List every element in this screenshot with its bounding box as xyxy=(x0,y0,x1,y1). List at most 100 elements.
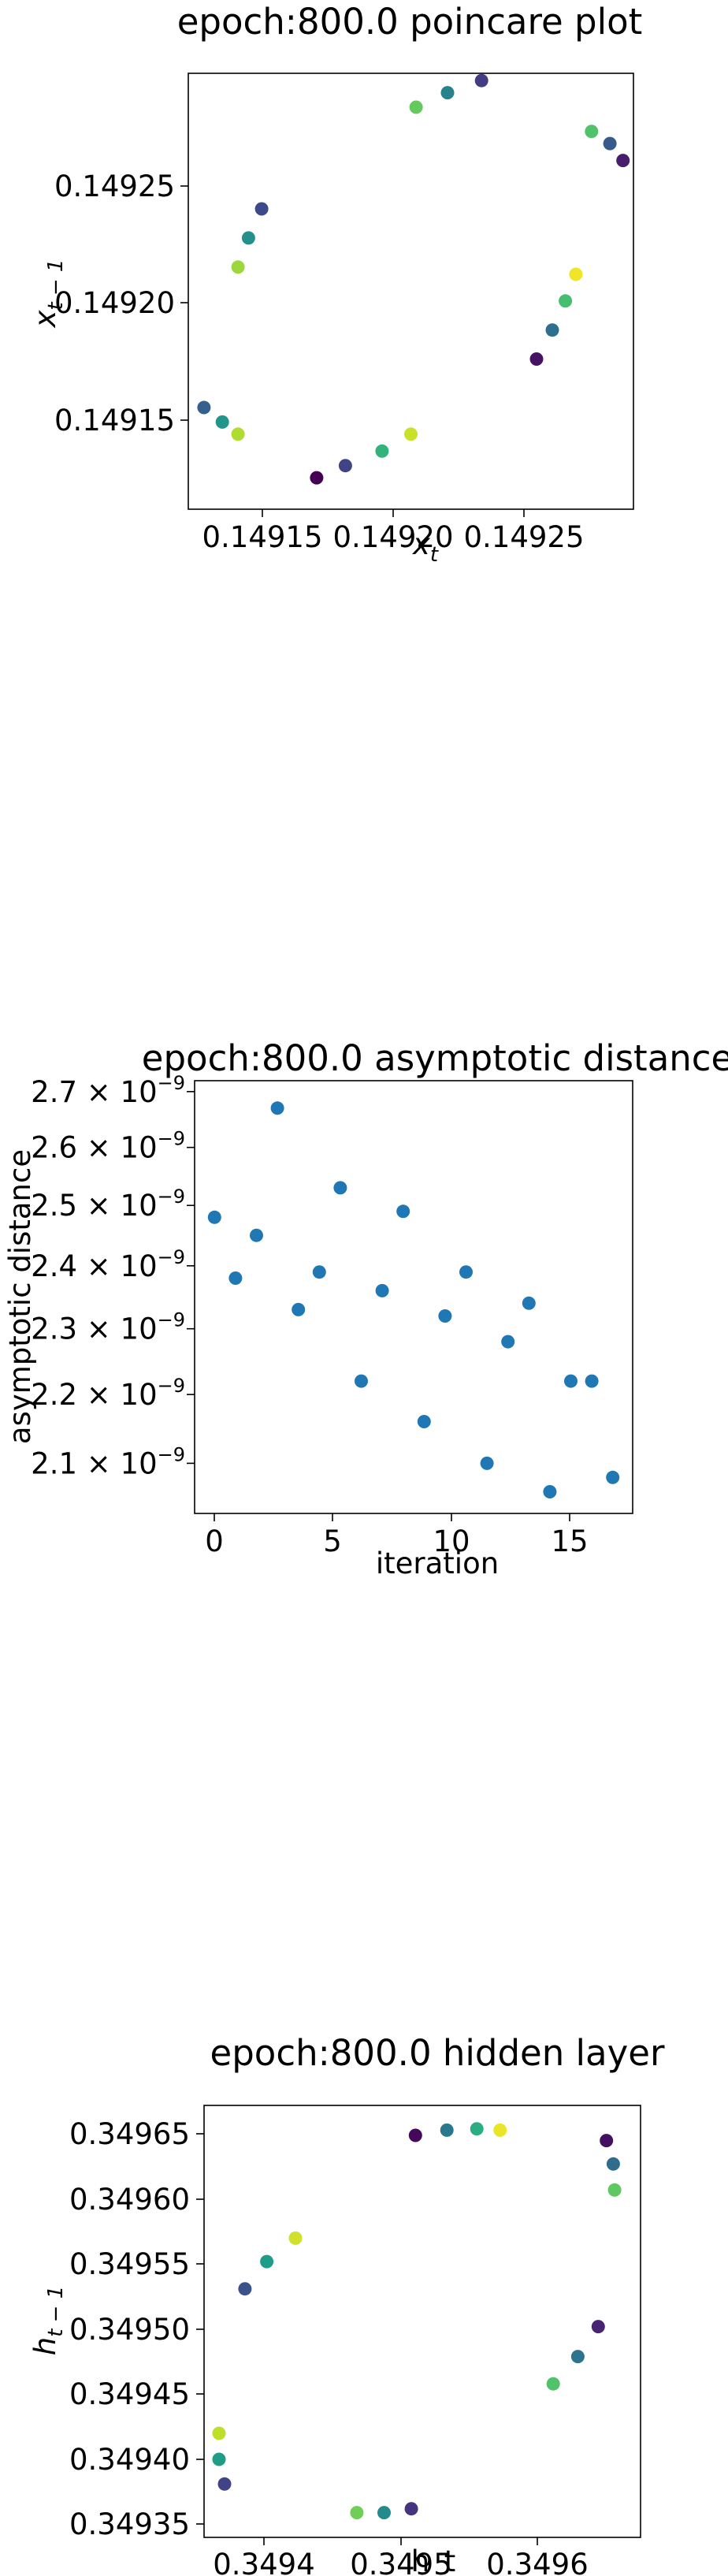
scatter-point xyxy=(474,73,488,87)
scatter-point xyxy=(228,1271,243,1285)
scatter-point xyxy=(440,2123,454,2137)
scatter-point xyxy=(606,2157,620,2171)
poincare-plot-points xyxy=(197,73,630,485)
scatter-point xyxy=(408,2128,422,2142)
scatter-point xyxy=(375,1283,389,1297)
asymptotic-distance-axes-frame xyxy=(194,1080,633,1514)
scatter-point xyxy=(409,100,423,114)
scatter-point xyxy=(260,2254,274,2269)
hidden-layer-x-label: h_t xyxy=(411,2544,455,2576)
hidden-layer-title: epoch:800.0 hidden layer xyxy=(210,2032,665,2074)
scatter-point xyxy=(459,1265,473,1279)
hidden-layer-chart: epoch:800.0 hidden layer 0.3494 0.3495 0… xyxy=(28,2032,665,2576)
x-tick-label: 0.14925 xyxy=(463,520,584,554)
asymptotic-distance-y-label: asymptotic distance xyxy=(3,1149,37,1444)
scatter-point xyxy=(197,400,211,415)
scatter-point xyxy=(292,1302,306,1316)
y-tick-label: 0.34935 xyxy=(69,2507,190,2541)
y-tick-label: 2.6 × 10−9 xyxy=(31,1128,185,1165)
y-tick-label: 2.4 × 10−9 xyxy=(31,1246,185,1283)
x-tick-label: 0.3494 xyxy=(213,2548,314,2576)
y-tick-label: 2.1 × 10−9 xyxy=(31,1443,185,1480)
poincare-plot-y-ticks: 0.14915 0.14920 0.14925 xyxy=(54,169,188,437)
poincare-plot-axes-frame xyxy=(188,73,634,510)
poincare-plot-chart: epoch:800.0 poincare plot 0.14915 0.1492… xyxy=(28,1,642,567)
x-tick-label: 15 xyxy=(551,1524,588,1558)
x-tick-label: 0 xyxy=(205,1524,224,1558)
scatter-point xyxy=(564,1374,578,1388)
scatter-point xyxy=(470,2122,484,2136)
scatter-point xyxy=(607,2183,622,2197)
y-tick-label: 0.34955 xyxy=(69,2247,190,2281)
asymptotic-distance-x-label: iteration xyxy=(376,1547,499,1580)
poincare-plot-y-label: xt − 1 xyxy=(28,259,68,329)
scatter-point xyxy=(438,1309,452,1323)
scatter-point xyxy=(501,1335,515,1349)
y-tick-label: 0.34960 xyxy=(69,2183,190,2217)
y-tick-label: 0.34965 xyxy=(69,2117,190,2151)
hidden-layer-y-ticks: 0.34935 0.34940 0.34945 0.34950 0.34955 … xyxy=(69,2117,204,2541)
scatter-point xyxy=(569,267,583,281)
scatter-point xyxy=(417,1415,431,1428)
scatter-point xyxy=(606,1470,620,1484)
scatter-point xyxy=(570,2350,585,2364)
scatter-point xyxy=(585,1374,599,1388)
y-tick-label: 0.14920 xyxy=(54,286,175,320)
x-tick-label: 0.14920 xyxy=(332,520,453,554)
scatter-point xyxy=(543,1485,557,1498)
hidden-layer-points xyxy=(212,2122,622,2520)
scatter-point xyxy=(600,2134,614,2148)
scatter-point xyxy=(338,459,352,473)
x-tick-label: 0.3495 xyxy=(350,2548,451,2576)
scatter-point xyxy=(207,1210,221,1224)
y-tick-label: 0.14915 xyxy=(54,404,175,437)
scatter-point xyxy=(288,2231,303,2245)
scatter-point xyxy=(603,136,617,151)
poincare-plot-title: epoch:800.0 poincare plot xyxy=(177,1,643,43)
scatter-point xyxy=(546,2377,560,2391)
scatter-point xyxy=(270,1101,284,1115)
scatter-point xyxy=(231,260,245,274)
scatter-point xyxy=(375,444,389,458)
scatter-point xyxy=(231,427,245,441)
x-tick-label: 10 xyxy=(433,1524,470,1558)
y-tick-label: 0.34940 xyxy=(69,2443,190,2477)
x-tick-label: 5 xyxy=(323,1524,342,1558)
scatter-point xyxy=(522,1296,536,1310)
scatter-point xyxy=(591,2320,605,2334)
y-tick-label: 0.34950 xyxy=(69,2313,190,2347)
y-tick-label: 2.3 × 10−9 xyxy=(31,1309,185,1346)
hidden-layer-y-label: ht − 1 xyxy=(28,2286,68,2356)
scatter-point xyxy=(215,415,229,429)
asymptotic-distance-chart: epoch:800.0 asymptotic distance 0 5 10 1… xyxy=(3,1037,728,1580)
scatter-point xyxy=(241,231,255,245)
scatter-point xyxy=(545,323,559,337)
scatter-point xyxy=(396,1204,410,1219)
y-tick-label: 2.2 × 10−9 xyxy=(31,1375,185,1412)
scatter-point xyxy=(212,2426,226,2440)
y-tick-label: 0.34945 xyxy=(69,2377,190,2411)
scatter-point xyxy=(355,1374,368,1388)
asymptotic-distance-points xyxy=(207,1101,620,1498)
scatter-point xyxy=(616,154,630,168)
hidden-layer-axes-frame xyxy=(203,2105,641,2538)
scatter-point xyxy=(493,2123,507,2137)
hidden-layer-x-ticks: 0.3494 0.3495 0.3496 xyxy=(213,2537,589,2576)
scatter-point xyxy=(217,2477,232,2491)
scatter-point xyxy=(404,427,418,441)
scatter-point xyxy=(585,125,599,139)
scatter-point xyxy=(559,294,573,308)
x-tick-label: 0.3496 xyxy=(486,2548,588,2576)
y-tick-label: 0.14925 xyxy=(54,169,175,203)
scatter-point xyxy=(254,202,269,216)
y-tick-label: 2.7 × 10−9 xyxy=(31,1072,185,1109)
x-tick-label: 0.14915 xyxy=(202,520,322,554)
scatter-point xyxy=(404,2502,418,2516)
asymptotic-distance-y-ticks: 2.1 × 10−9 2.2 × 10−9 2.3 × 10−9 2.4 × 10−9… xyxy=(31,1072,195,1480)
scatter-point xyxy=(480,1456,494,1470)
y-tick-label: 2.5 × 10−9 xyxy=(31,1186,185,1223)
scatter-point xyxy=(212,2452,226,2466)
scatter-point xyxy=(250,1228,263,1242)
poincare-plot-x-ticks: 0.14915 0.14920 0.14925 xyxy=(202,509,585,554)
scatter-point xyxy=(350,2506,364,2520)
